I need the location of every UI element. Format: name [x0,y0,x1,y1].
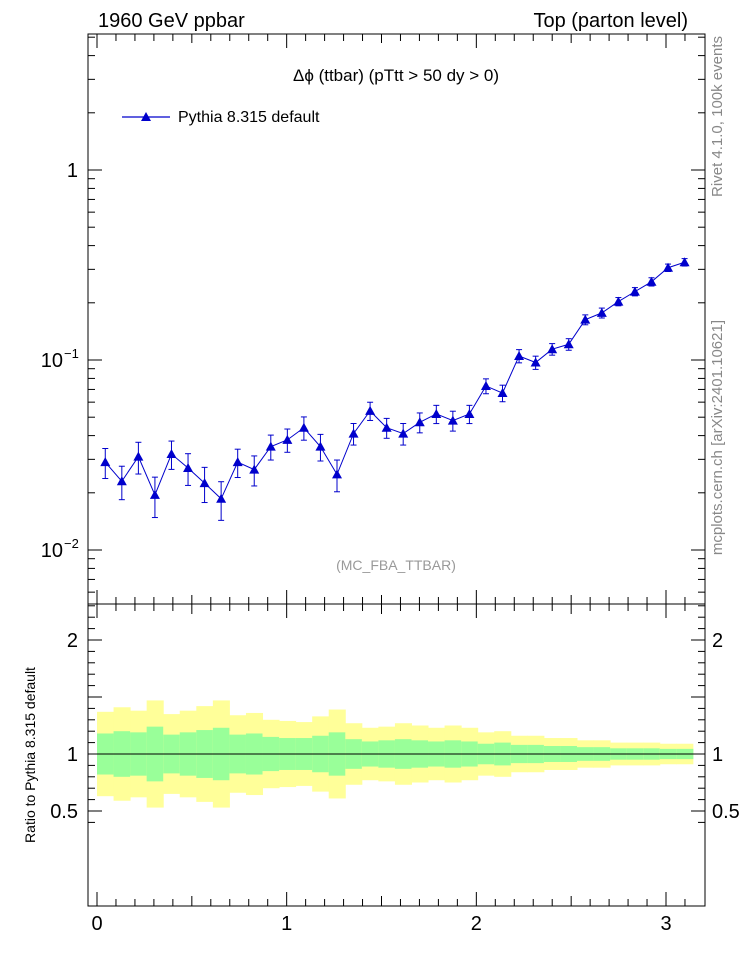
data-point [663,262,674,272]
data-point [315,441,326,451]
data-point [183,463,194,473]
ratio-ytick-label: 0.5 [50,801,78,823]
data-point [629,286,640,296]
data-point [514,350,525,360]
data-point [447,415,458,425]
data-point [149,489,160,499]
data-point [414,417,425,427]
data-point [613,296,624,306]
data-point [216,493,227,503]
main-panel: 110−110−2 Δϕ (ttbar) (pTtt > 50 dy > 0) … [41,33,706,605]
ratio-ytick-label-right: 1 [712,744,723,766]
ratio-ytick-label: 1 [67,744,78,766]
header-right-label: Top (parton level) [533,10,688,32]
data-point [232,457,243,467]
legend: Pythia 8.315 default [122,109,320,126]
data-point [265,441,276,451]
data-point [563,339,574,349]
main-title: Δϕ (ttbar) (pTtt > 50 dy > 0) [293,66,499,85]
ratio-ylabel: Ratio to Pythia 8.315 default [22,667,38,843]
data-point [398,428,409,438]
ratio-frame [87,603,706,907]
data-point [431,408,442,418]
mcplots-label: mcplots.cern.ch [arXiv:2401.10621] [709,320,726,555]
main-ytick-exponent: −2 [64,536,79,551]
data-point [580,314,591,324]
main-ytick-label: 1 [67,160,78,182]
data-point [530,357,541,367]
ratio-xtick-label: 1 [281,913,292,935]
rivet-label: Rivet 4.1.0, 100k events [709,36,726,197]
data-point [348,428,359,438]
data-point [332,469,343,479]
ratio-xtick-label: 2 [471,913,482,935]
data-point [679,257,690,267]
ratio-ytick-label-right: 2 [712,630,723,652]
main-ytick-exponent: −1 [64,346,79,361]
data-point [381,422,392,432]
data-point [166,449,177,459]
legend-label: Pythia 8.315 default [178,109,320,126]
series-line [104,261,685,500]
data-point [199,478,210,488]
data-point [365,405,376,415]
main-ytick-label: 10 [41,540,63,562]
data-point [282,434,293,444]
legend-marker [141,112,151,121]
analysis-watermark: (MC_FBA_TTBAR) [336,557,456,573]
data-point [596,307,607,317]
data-point [133,451,144,461]
data-point [646,276,657,286]
header-left-label: 1960 GeV ppbar [98,10,245,32]
data-point [249,464,260,474]
data-point [100,457,111,467]
data-point [464,408,475,418]
data-point [547,344,558,354]
data-point [298,422,309,432]
ratio-ytick-label: 2 [67,630,78,652]
main-ytick-label: 10 [41,350,63,372]
ratio-panel: 0.5 0.5 1 1 2 2 0 1 2 3 Ratio to Pythia 8.315 def… [22,603,740,935]
data-point [116,476,127,486]
ratio-xtick-label: 3 [660,913,671,935]
data-point [480,380,491,390]
ratio-ytick-label-right: 0.5 [712,801,740,823]
ratio-xtick-label: 0 [91,913,102,935]
data-point [497,388,508,398]
